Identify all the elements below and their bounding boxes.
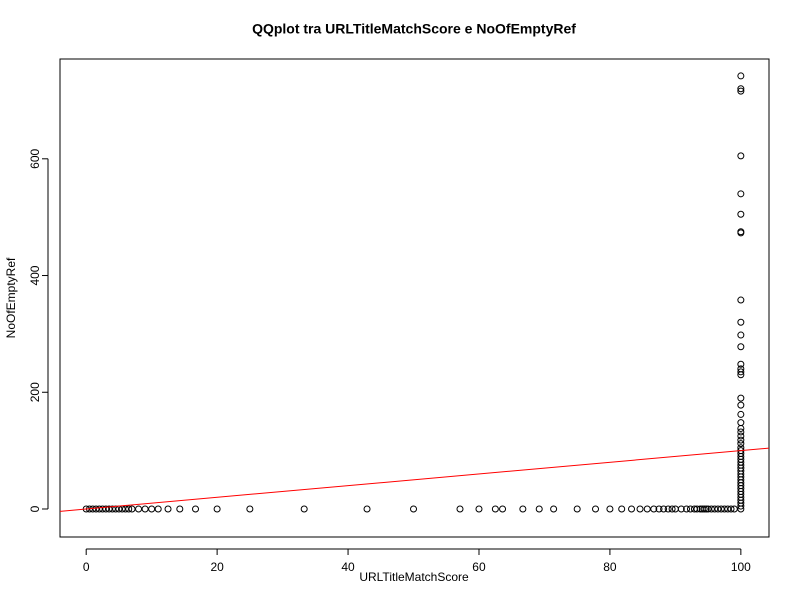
point — [737, 85, 745, 93]
y-axis-label: NoOfEmptyRef — [4, 257, 18, 338]
point — [99, 505, 107, 513]
point — [737, 371, 745, 379]
point — [683, 505, 691, 513]
point — [102, 505, 110, 513]
x-tick-label: 80 — [603, 560, 617, 574]
point — [592, 505, 600, 513]
point — [737, 428, 745, 436]
y-tick-label: 200 — [28, 382, 42, 402]
point — [108, 505, 116, 513]
point — [176, 505, 184, 513]
point — [737, 331, 745, 339]
point — [737, 229, 745, 237]
point — [720, 505, 728, 513]
point — [246, 505, 254, 513]
point — [737, 72, 745, 80]
point — [573, 505, 581, 513]
point — [636, 505, 644, 513]
point — [95, 505, 103, 513]
point — [707, 505, 715, 513]
point — [711, 505, 719, 513]
point — [535, 505, 543, 513]
point — [737, 190, 745, 198]
point — [737, 152, 745, 160]
plot-box — [59, 58, 770, 538]
point — [737, 401, 745, 409]
point — [737, 87, 745, 95]
x-tick-label: 0 — [83, 560, 90, 574]
point — [737, 296, 745, 304]
point — [686, 505, 694, 513]
x-tick-label: 20 — [210, 560, 224, 574]
point — [148, 505, 156, 513]
point — [105, 505, 113, 513]
point — [717, 505, 725, 513]
point — [737, 502, 745, 510]
point — [456, 505, 464, 513]
point — [213, 505, 221, 513]
point — [606, 505, 614, 513]
chart-title: QQplot tra URLTitleMatchScore e NoOfEmpt… — [252, 21, 576, 37]
point — [475, 505, 483, 513]
y-tick-label: 400 — [28, 265, 42, 285]
point — [724, 505, 732, 513]
point — [737, 432, 745, 440]
y-tick-label: 600 — [28, 148, 42, 168]
point — [737, 419, 745, 427]
x-tick-label: 100 — [731, 560, 751, 574]
point — [737, 436, 745, 444]
point — [519, 505, 527, 513]
point — [491, 505, 499, 513]
point — [737, 343, 745, 351]
point — [700, 505, 708, 513]
point — [693, 505, 701, 513]
point — [363, 505, 371, 513]
point — [410, 505, 418, 513]
point — [737, 210, 745, 218]
point — [660, 505, 668, 513]
point — [737, 318, 745, 326]
point — [643, 505, 651, 513]
point — [92, 505, 100, 513]
point — [668, 505, 676, 513]
y-tick-label: 0 — [28, 505, 42, 512]
point — [737, 368, 745, 376]
point — [664, 505, 672, 513]
point — [125, 505, 133, 513]
point — [737, 410, 745, 418]
point — [727, 505, 735, 513]
x-tick-label: 40 — [341, 560, 355, 574]
point — [650, 505, 658, 513]
point — [714, 505, 722, 513]
point — [704, 505, 712, 513]
x-tick-label: 60 — [472, 560, 486, 574]
point — [737, 505, 745, 513]
point — [702, 505, 710, 513]
point — [655, 505, 663, 513]
point — [164, 505, 172, 513]
point — [677, 505, 685, 513]
point — [737, 440, 745, 448]
point — [737, 360, 745, 368]
point — [300, 505, 308, 513]
point — [192, 505, 200, 513]
point — [141, 505, 149, 513]
point — [135, 505, 143, 513]
point — [737, 394, 745, 402]
point — [154, 505, 162, 513]
reference-line — [60, 447, 769, 512]
point — [618, 505, 626, 513]
point — [550, 505, 558, 513]
point — [737, 424, 745, 432]
point — [730, 505, 738, 513]
x-axis-label: URLTitleMatchScore — [359, 570, 469, 584]
point — [499, 505, 507, 513]
point — [628, 505, 636, 513]
point — [128, 505, 136, 513]
